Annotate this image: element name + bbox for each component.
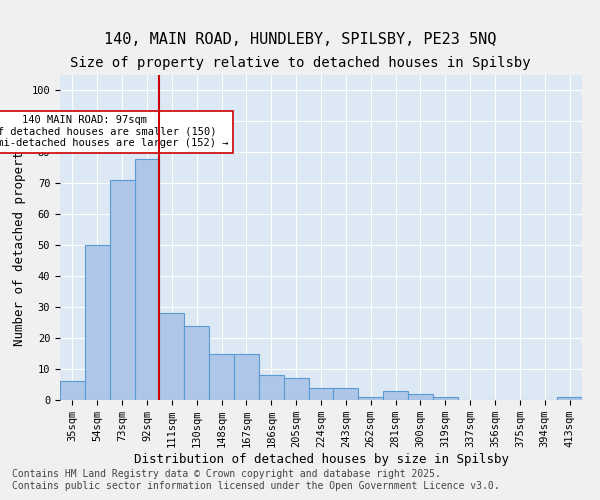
Bar bbox=[209, 354, 234, 400]
Y-axis label: Number of detached properties: Number of detached properties bbox=[13, 128, 26, 346]
Bar bbox=[259, 375, 284, 400]
Bar bbox=[383, 390, 408, 400]
Bar bbox=[184, 326, 209, 400]
Bar bbox=[160, 314, 184, 400]
Bar bbox=[557, 397, 582, 400]
Text: Size of property relative to detached houses in Spilsby: Size of property relative to detached ho… bbox=[70, 56, 530, 70]
Bar bbox=[433, 397, 458, 400]
Text: Contains HM Land Registry data © Crown copyright and database right 2025.
Contai: Contains HM Land Registry data © Crown c… bbox=[12, 469, 500, 491]
Bar bbox=[110, 180, 134, 400]
Bar bbox=[60, 382, 85, 400]
Bar bbox=[308, 388, 334, 400]
Bar bbox=[284, 378, 308, 400]
Bar bbox=[408, 394, 433, 400]
Bar bbox=[358, 397, 383, 400]
Text: 140, MAIN ROAD, HUNDLEBY, SPILSBY, PE23 5NQ: 140, MAIN ROAD, HUNDLEBY, SPILSBY, PE23 … bbox=[104, 32, 496, 48]
Bar bbox=[334, 388, 358, 400]
Bar bbox=[85, 245, 110, 400]
X-axis label: Distribution of detached houses by size in Spilsby: Distribution of detached houses by size … bbox=[133, 453, 509, 466]
Text: 140 MAIN ROAD: 97sqm
← 49% of detached houses are smaller (150)
50% of semi-deta: 140 MAIN ROAD: 97sqm ← 49% of detached h… bbox=[0, 115, 229, 148]
Bar bbox=[134, 158, 160, 400]
Bar bbox=[234, 354, 259, 400]
